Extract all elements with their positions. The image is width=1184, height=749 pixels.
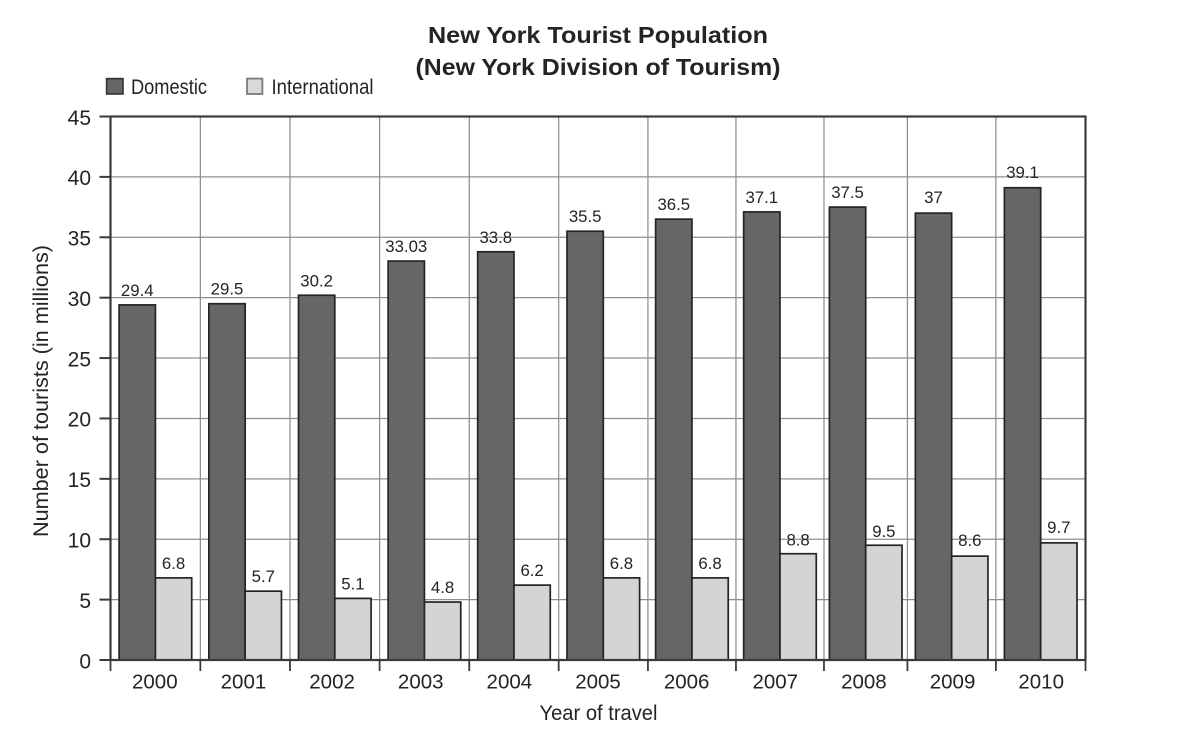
svg-text:8.6: 8.6 bbox=[958, 531, 981, 550]
svg-text:39.1: 39.1 bbox=[1006, 163, 1039, 182]
svg-text:2007: 2007 bbox=[752, 671, 798, 694]
svg-text:2008: 2008 bbox=[841, 671, 887, 694]
svg-text:2010: 2010 bbox=[1018, 671, 1064, 694]
svg-text:5.1: 5.1 bbox=[341, 574, 364, 593]
svg-text:37.5: 37.5 bbox=[831, 183, 864, 202]
svg-text:35.5: 35.5 bbox=[569, 207, 602, 226]
svg-text:2006: 2006 bbox=[664, 671, 710, 694]
svg-text:30.2: 30.2 bbox=[300, 271, 333, 290]
svg-text:6.2: 6.2 bbox=[520, 561, 543, 580]
svg-text:Number of tourists (in million: Number of tourists (in millions) bbox=[30, 245, 53, 537]
svg-text:40: 40 bbox=[68, 167, 91, 190]
svg-text:33.03: 33.03 bbox=[385, 237, 427, 256]
svg-text:35: 35 bbox=[68, 228, 91, 251]
svg-text:6.8: 6.8 bbox=[162, 554, 185, 573]
svg-text:5: 5 bbox=[79, 590, 91, 613]
svg-text:2005: 2005 bbox=[575, 671, 621, 694]
svg-text:0: 0 bbox=[79, 650, 91, 673]
svg-text:9.5: 9.5 bbox=[872, 522, 895, 541]
svg-text:4.8: 4.8 bbox=[431, 578, 454, 597]
svg-text:Year of travel: Year of travel bbox=[540, 702, 658, 725]
svg-text:2002: 2002 bbox=[309, 671, 355, 694]
svg-text:45: 45 bbox=[68, 107, 91, 130]
svg-text:36.5: 36.5 bbox=[657, 195, 690, 214]
svg-text:30: 30 bbox=[68, 288, 91, 311]
svg-text:20: 20 bbox=[68, 409, 91, 432]
svg-text:5.7: 5.7 bbox=[252, 567, 275, 586]
svg-text:29.5: 29.5 bbox=[211, 280, 244, 299]
svg-text:Domestic: Domestic bbox=[131, 76, 207, 99]
svg-text:New York Tourist Population: New York Tourist Population bbox=[428, 22, 768, 48]
svg-text:29.4: 29.4 bbox=[121, 281, 154, 300]
svg-text:2001: 2001 bbox=[221, 671, 267, 694]
svg-text:8.8: 8.8 bbox=[786, 531, 809, 550]
svg-text:2000: 2000 bbox=[132, 671, 178, 694]
svg-text:2004: 2004 bbox=[487, 671, 533, 694]
svg-text:2009: 2009 bbox=[930, 671, 976, 694]
svg-text:6.8: 6.8 bbox=[698, 554, 721, 573]
svg-text:37: 37 bbox=[924, 188, 943, 207]
svg-text:25: 25 bbox=[68, 348, 91, 371]
svg-text:15: 15 bbox=[68, 469, 91, 492]
svg-text:37.1: 37.1 bbox=[745, 188, 778, 207]
svg-text:6.8: 6.8 bbox=[610, 554, 633, 573]
svg-text:9.7: 9.7 bbox=[1047, 518, 1070, 537]
svg-text:(New York Division of Tourism): (New York Division of Tourism) bbox=[416, 54, 781, 80]
svg-text:2003: 2003 bbox=[398, 671, 444, 694]
svg-text:10: 10 bbox=[68, 530, 91, 553]
svg-text:International: International bbox=[272, 76, 374, 99]
svg-text:33.8: 33.8 bbox=[479, 228, 512, 247]
